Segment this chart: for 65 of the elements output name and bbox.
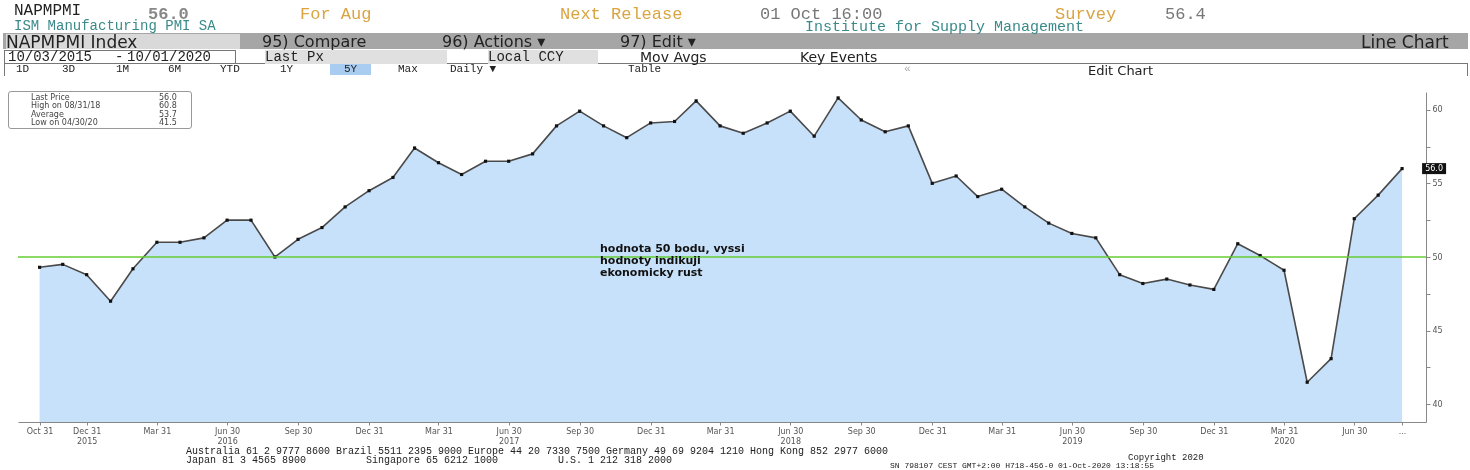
x-tick-label: Sep 30 [1129,426,1158,436]
x-tick-label: Mar 31 [706,426,735,436]
chart-title: NAPMPMI [14,2,82,20]
text: 1Y [280,63,294,75]
text: « [904,63,911,75]
x-tick-label: Jun 30 2017 [495,426,522,446]
x-tick-label: Jun 30 2019 [1058,426,1085,446]
x-tick-label: Sep 30 [847,426,876,436]
annotation: 56.0 [159,93,177,102]
x-tick-label: Dec 31 [918,426,947,436]
text: 1D [16,63,30,75]
text: Daily ▼ [450,63,497,75]
annotation: 41.5 [159,117,177,127]
text: 97) Edit ▾ [620,32,696,51]
x-tick-label: Jun 30 [1341,426,1368,436]
text: Japan 81 3 4565 8900 Singapore 65 6212 1000 U.S. 1 212 318 2000 [186,455,673,466]
x-tick-label: Jun 30 2016 [213,426,241,446]
y-tick-label: 55 [1432,178,1443,188]
x-tick-label: Mar 31 [143,426,172,436]
text: 96) Actions ▾ [442,32,546,51]
annotation: 53.7 [159,109,177,119]
text: For Aug [300,5,372,24]
x-tick-label: Mar 31 [425,426,453,436]
annotation: 56.0 [1425,163,1443,173]
text: 6M [168,63,182,75]
text: 1M [116,63,130,75]
text: Copyright 2020 [1128,453,1204,463]
annotation: Last Price [31,93,70,102]
annotation: 60.8 [159,101,177,111]
x-tick-label: Dec 31 [637,426,666,436]
text: Next Release [560,5,683,24]
y-tick-label: 60 [1432,105,1443,115]
text: Edit Chart [1088,63,1154,78]
ref-line-label: hodnota 50 bodu, vyssi hodnoty indikuji ekonomicky rust [600,242,745,279]
x-tick-label: Mar 31 [988,426,1017,436]
y-tick-label: 40 [1432,399,1443,409]
text: SN 798107 CEST GMT+2:00 H718-456-0 01-Oct-2020 13:18:55 [890,461,1155,470]
x-tick-label: Sep 30 [284,426,313,436]
text: Key Events [800,49,878,65]
annotation: High on 08/31/18 [31,101,101,111]
text: 10/01/2020 [127,49,212,65]
x-tick-label: Jun 30 2018 [777,426,804,446]
text: 10/03/2015 [8,49,93,65]
text: Table [628,63,662,75]
text: 3D [62,63,76,75]
x-tick-label: Sep 30 [566,426,595,436]
x-tick-label: ... [1398,426,1407,436]
x-tick-label: Dec 31 [355,426,384,436]
x-tick-label: Dec 31 [1200,426,1229,436]
text: Last Px [265,49,447,65]
text: YTD [220,63,240,75]
y-tick-label: 45 [1432,326,1443,336]
text: 5Y [330,63,372,75]
text: 95) Compare [262,32,367,51]
text: Line Chart [1361,32,1449,52]
x-tick-label: Mar 31 2020 [1270,426,1299,446]
x-tick-label: Oct 31 [26,426,54,436]
text: Local CCY [488,49,598,65]
y-tick-label: 50 [1432,252,1443,262]
x-tick-label: Dec 31 2015 [73,426,102,446]
text: - [115,49,124,65]
text: Mov Avgs [640,49,707,65]
text: Max [398,63,418,75]
text: 56.4 [1165,5,1206,24]
annotation: Average [31,109,64,119]
